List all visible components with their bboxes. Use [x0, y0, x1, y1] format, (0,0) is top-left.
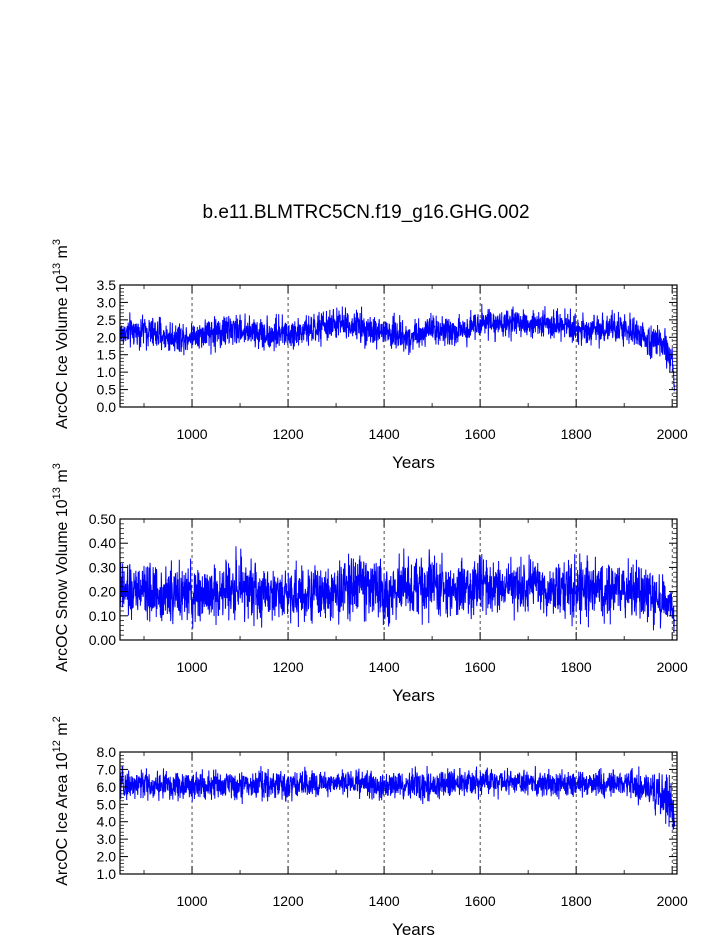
- x-axis-label: Years: [392, 920, 435, 935]
- y-tick-label: 1.0: [97, 866, 117, 882]
- y-tick-label: 0.40: [89, 535, 116, 551]
- y-tick-label: 4.0: [97, 814, 117, 830]
- y-tick-label: 1.5: [97, 347, 117, 363]
- y-tick-label: 0.50: [89, 511, 116, 527]
- plot-frame: [119, 284, 678, 408]
- x-tick-label: 1200: [272, 426, 303, 442]
- plot-frame: [119, 518, 678, 641]
- y-tick-label: 8.0: [97, 744, 117, 760]
- x-tick-label: 1400: [369, 426, 400, 442]
- x-tick-label: 1000: [176, 426, 207, 442]
- x-tick-label: 1000: [176, 893, 207, 909]
- chart-panel-1: 1000 1200 1400 1600 1800 2000 0.00.5 1.01.5 2.02…: [51, 239, 688, 472]
- x-tick-label: 1600: [465, 426, 496, 442]
- x-tick-label: 2000: [657, 426, 688, 442]
- x-tick-label: 1000: [176, 659, 207, 675]
- y-tick-label: 2.5: [97, 312, 117, 328]
- x-tick-label: 2000: [657, 659, 688, 675]
- series-line-1: [119, 766, 676, 830]
- series-line-1: [119, 303, 676, 392]
- y-tick-label: 5.0: [97, 796, 117, 812]
- y-tick-label: 0.0: [97, 399, 117, 415]
- y-tick-label: 7.0: [97, 761, 117, 777]
- y-tick-label: 0.5: [97, 382, 117, 398]
- y-tick-label: 6.0: [97, 779, 117, 795]
- y-tick-label: 1.0: [97, 364, 117, 380]
- x-tick-label: 1200: [272, 893, 303, 909]
- y-tick-label: 3.0: [97, 831, 117, 847]
- x-tick-label: 2000: [657, 893, 688, 909]
- chart-panel-3: 1000 1200 1400 1600 1800 2000 1.02.0 3.04.0 5.06…: [51, 716, 688, 935]
- x-tick-label: 1800: [561, 426, 592, 442]
- x-axis-label: Years: [392, 686, 435, 705]
- y-tick-label: 3.5: [97, 277, 117, 293]
- x-axis-label: Years: [392, 453, 435, 472]
- figure-title: b.e11.BLMTRC5CN.f19_g16.GHG.002: [202, 202, 529, 223]
- series-line-1: [119, 546, 676, 633]
- x-tick-label: 1600: [465, 659, 496, 675]
- y-tick-label: 2.0: [97, 329, 117, 345]
- y-axis-label: ArcOC Snow Volume 1013 m3: [51, 463, 71, 672]
- x-tick-label: 1400: [369, 893, 400, 909]
- y-tick-label: 0.10: [89, 608, 116, 624]
- y-axis-label: ArcOC Ice Volume 1013 m3: [51, 239, 71, 429]
- y-tick-label: 2.0: [97, 849, 117, 865]
- x-tick-label: 1400: [369, 659, 400, 675]
- y-tick-label: 0.20: [89, 584, 116, 600]
- x-tick-label: 1600: [465, 893, 496, 909]
- y-axis-label: ArcOC Ice Area 1012 m2: [51, 716, 71, 886]
- y-tick-label: 0.00: [89, 632, 116, 648]
- x-tick-label: 1800: [561, 893, 592, 909]
- x-tick-label: 1800: [561, 659, 592, 675]
- y-tick-label: 0.30: [89, 559, 116, 575]
- y-tick-label: 3.0: [97, 294, 117, 310]
- plot-frame: [119, 751, 678, 875]
- x-tick-label: 1200: [272, 659, 303, 675]
- chart-panel-2: 1000 1200 1400 1600 1800 2000 0.00 0.10 0.20 0.30…: [51, 463, 688, 705]
